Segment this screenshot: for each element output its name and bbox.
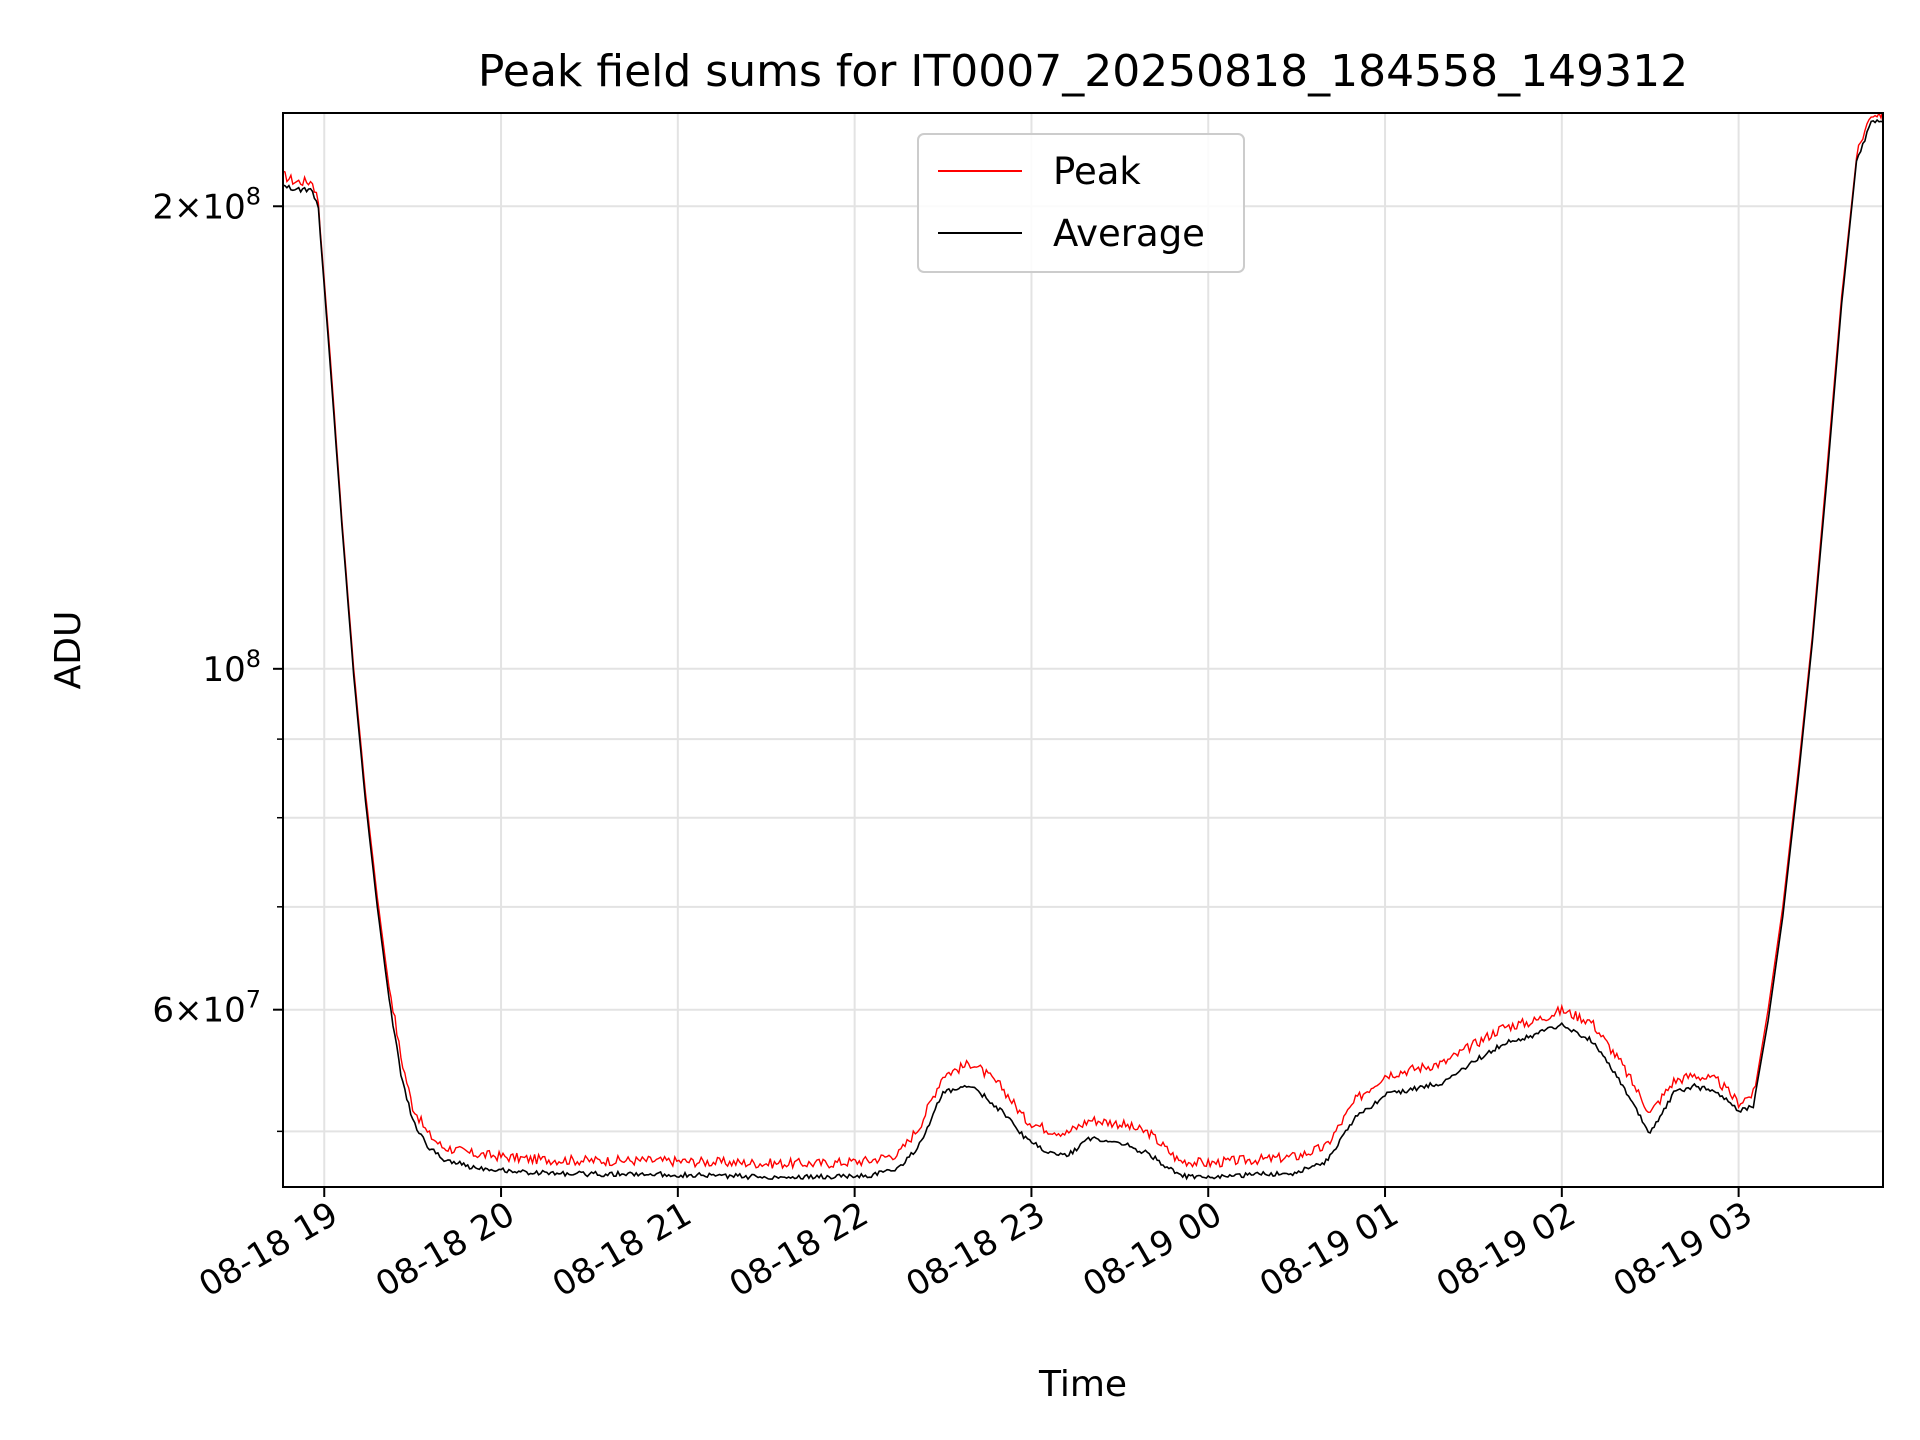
series-line-peak bbox=[283, 113, 1883, 1171]
series-line-average bbox=[283, 118, 1883, 1181]
legend-label-average: Average bbox=[1053, 212, 1205, 255]
chart-title: Peak field sums for IT0007_20250818_1845… bbox=[478, 46, 1688, 97]
x-axis-label: Time bbox=[1038, 1364, 1127, 1405]
y-axis-label: ADU bbox=[48, 611, 89, 690]
legend-label-peak: Peak bbox=[1053, 150, 1141, 193]
legend: Peak Average bbox=[917, 133, 1245, 273]
y-axis: 2×108 108 6×107 bbox=[152, 182, 283, 1133]
plot-frame bbox=[282, 112, 1884, 1188]
y-tick-label: 2×108 bbox=[152, 182, 261, 227]
plot-area bbox=[283, 113, 1883, 1181]
legend-box bbox=[917, 133, 1245, 273]
y-tick-label: 108 bbox=[202, 645, 261, 690]
y-tick-label: 6×107 bbox=[152, 986, 261, 1031]
